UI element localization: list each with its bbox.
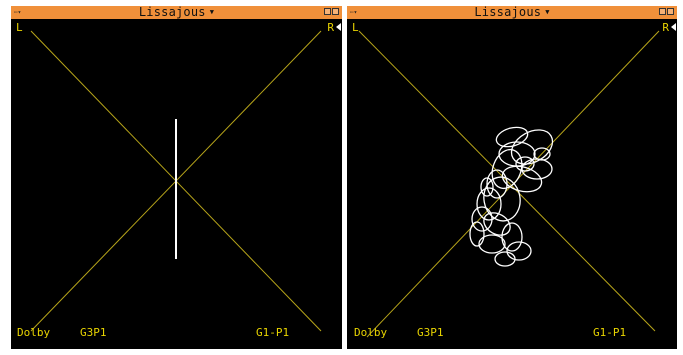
panel-menu-button[interactable]: ⋯▾ bbox=[14, 9, 22, 16]
source-label: G3P1 bbox=[80, 326, 107, 339]
chevron-down-icon: ▼ bbox=[545, 8, 550, 16]
channel-left-label: L bbox=[352, 21, 359, 34]
chevron-down-icon: ▼ bbox=[209, 8, 215, 16]
window-controls bbox=[324, 8, 339, 15]
restore-icon[interactable] bbox=[324, 8, 331, 15]
mode-label: Dolby bbox=[17, 326, 51, 339]
maximize-icon[interactable] bbox=[667, 8, 674, 15]
channel-left-label: L bbox=[16, 21, 23, 34]
panel-title-text: Lissajous bbox=[474, 6, 542, 19]
panel-menu-button[interactable]: ⋯▾ bbox=[350, 9, 358, 16]
restore-icon[interactable] bbox=[659, 8, 666, 15]
channel-right-label: R bbox=[662, 21, 669, 34]
lissajous-panel-left: ⋯▾ Lissajous ▼ L R Dolby G3P1 G1-P1 bbox=[11, 6, 342, 349]
lissajous-panel-right: ⋯▾ Lissajous ▼ bbox=[347, 6, 677, 349]
panel-title[interactable]: Lissajous ▼ bbox=[347, 6, 677, 19]
caret-left-icon[interactable] bbox=[671, 23, 676, 31]
lissajous-scope bbox=[358, 30, 660, 338]
channel-right-label: R bbox=[327, 21, 334, 34]
panel-title-text: Lissajous bbox=[138, 6, 206, 19]
mode-label: Dolby bbox=[354, 326, 388, 339]
output-label: G1-P1 bbox=[256, 326, 290, 339]
source-label: G3P1 bbox=[417, 326, 444, 339]
output-label: G1-P1 bbox=[593, 326, 627, 339]
panel-titlebar[interactable]: ⋯▾ Lissajous ▼ bbox=[347, 6, 677, 19]
lissajous-scope bbox=[30, 30, 322, 332]
maximize-icon[interactable] bbox=[332, 8, 339, 15]
panel-title[interactable]: Lissajous ▼ bbox=[11, 6, 342, 19]
window-controls bbox=[659, 8, 674, 15]
caret-left-icon[interactable] bbox=[336, 23, 341, 31]
lissajous-trace bbox=[469, 126, 554, 267]
panel-titlebar[interactable]: ⋯▾ Lissajous ▼ bbox=[11, 6, 342, 19]
